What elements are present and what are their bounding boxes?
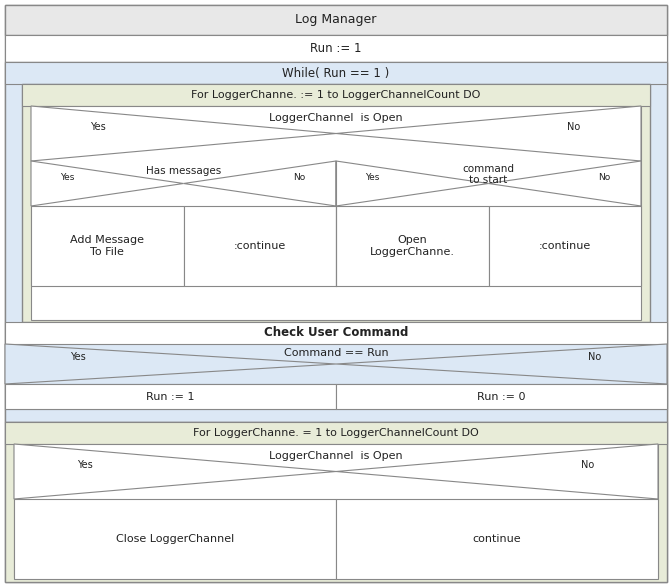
Bar	[5, 422, 667, 582]
Text: :continue: :continue	[234, 241, 286, 251]
Text: Has messages: Has messages	[146, 166, 221, 176]
Text: :continue: :continue	[539, 241, 591, 251]
Bar	[336, 206, 489, 286]
Text: Yes: Yes	[90, 122, 106, 131]
Text: Yes: Yes	[77, 460, 93, 470]
Bar	[5, 35, 667, 62]
Polygon shape	[336, 344, 667, 384]
Bar	[5, 422, 667, 444]
Polygon shape	[336, 106, 641, 161]
Polygon shape	[31, 161, 183, 206]
Polygon shape	[183, 161, 336, 206]
Text: LoggerChannel  is Open: LoggerChannel is Open	[269, 451, 403, 461]
Polygon shape	[336, 161, 489, 206]
Text: Run := 1: Run := 1	[310, 42, 362, 55]
Bar	[5, 62, 667, 84]
Bar	[22, 84, 650, 322]
Text: Add Message
To File: Add Message To File	[71, 235, 144, 257]
Text: No: No	[293, 173, 306, 182]
Polygon shape	[14, 444, 336, 499]
Text: For LoggerChanne. := 1 to LoggerChannelCount DO: For LoggerChanne. := 1 to LoggerChannelC…	[192, 90, 480, 100]
Bar	[5, 384, 667, 409]
Text: Command == Run: Command == Run	[284, 348, 388, 358]
Polygon shape	[489, 161, 641, 206]
Text: No: No	[598, 173, 611, 182]
Text: No: No	[581, 460, 594, 470]
Bar	[5, 5, 667, 35]
Text: No: No	[587, 352, 601, 362]
Text: Check User Command: Check User Command	[264, 326, 408, 339]
Bar	[5, 384, 336, 409]
Text: Run := 0: Run := 0	[477, 392, 526, 402]
Bar	[183, 206, 336, 286]
Text: command
to start: command to start	[462, 164, 515, 185]
Bar	[5, 322, 667, 344]
Bar	[14, 444, 658, 577]
Text: No: No	[567, 122, 581, 131]
Text: Log Manager: Log Manager	[295, 14, 377, 26]
Text: Yes: Yes	[70, 352, 86, 362]
Text: Yes: Yes	[366, 173, 380, 182]
Text: For LoggerChanne. = 1 to LoggerChannelCount DO: For LoggerChanne. = 1 to LoggerChannelCo…	[193, 428, 479, 438]
Bar	[22, 84, 650, 106]
Text: While( Run == 1 ): While( Run == 1 )	[282, 66, 390, 79]
Bar	[336, 384, 667, 409]
Bar	[5, 62, 667, 422]
Bar	[489, 206, 641, 286]
Polygon shape	[5, 344, 336, 384]
Polygon shape	[336, 444, 658, 499]
Text: Yes: Yes	[60, 173, 75, 182]
Bar	[14, 499, 336, 579]
Text: continue: continue	[472, 534, 521, 544]
Text: Run := 1: Run := 1	[146, 392, 195, 402]
Bar	[31, 206, 183, 286]
Text: Close LoggerChannel: Close LoggerChannel	[116, 534, 234, 544]
Text: LoggerChannel  is Open: LoggerChannel is Open	[269, 113, 403, 123]
Bar	[31, 106, 641, 320]
Bar	[336, 499, 658, 579]
Text: Open
LoggerChanne.: Open LoggerChanne.	[370, 235, 455, 257]
Polygon shape	[31, 106, 336, 161]
